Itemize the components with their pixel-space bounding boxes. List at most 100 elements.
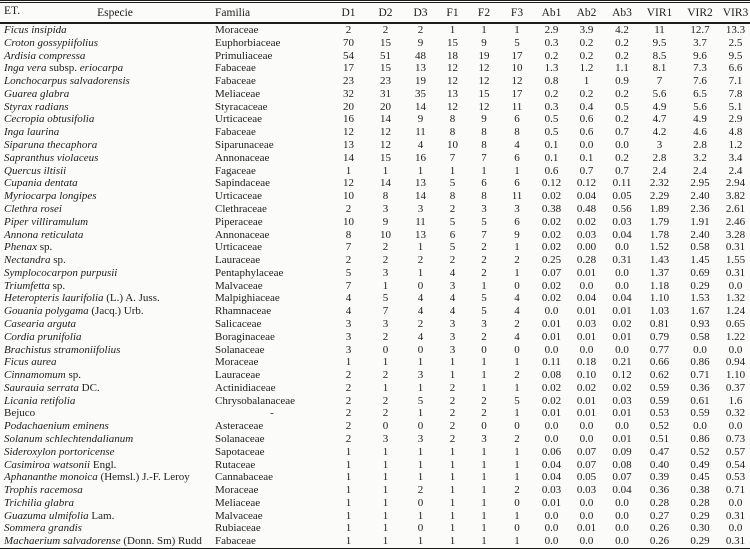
value-cell: 1.2 — [579, 62, 594, 75]
table-row: Bejuco - 2 2 1 2 2 1 0.01 0.01 0.01 0.53 0.59 0.32 — [0, 407, 750, 420]
value-cell: 51 — [380, 49, 391, 62]
column-header-ab1: Ab1 — [534, 1, 569, 24]
value-cell: 0.5 — [544, 113, 559, 126]
value-cell: 0.69 — [690, 266, 710, 279]
value-cell: 1 — [417, 356, 424, 369]
especie-cell: Trichilia glabra — [4, 496, 74, 509]
value-cell: 2.9 — [544, 24, 559, 36]
value-cell: 0.02 — [576, 381, 597, 394]
value-cell: 4 — [514, 330, 520, 343]
value-cell: 2 — [481, 330, 487, 343]
table-row: Piper villiramulum Piperaceae 10 9 11 5 5 6 0.02… — [0, 216, 750, 229]
value-cell: 1 — [382, 509, 389, 522]
value-cell: 0.38 — [690, 484, 710, 497]
value-cell: 14 — [343, 151, 354, 164]
table-row: Podachaenium eminens Asteraceae 2 0 0 2 0 0 0.0 0… — [0, 420, 750, 433]
familia-cell: Urticaceae — [215, 241, 263, 254]
value-cell: 8 — [449, 126, 456, 139]
value-cell: 0.31 — [725, 535, 746, 548]
value-cell: 10 — [380, 228, 391, 241]
value-cell: 1 — [382, 445, 389, 458]
value-cell: 5.6 — [652, 87, 667, 100]
value-cell: 23 — [380, 75, 391, 88]
value-cell: 1 — [449, 496, 456, 509]
value-cell: 10 — [511, 62, 523, 75]
value-cell: 4 — [514, 139, 520, 152]
value-cell: 4.2 — [652, 126, 667, 139]
value-cell: 3 — [345, 343, 352, 356]
value-cell: 5.1 — [728, 100, 743, 113]
value-cell: 0.0 — [693, 343, 707, 356]
value-cell: 12 — [511, 75, 523, 88]
familia-cell: Styracaceae — [215, 100, 268, 113]
value-cell: 0.03 — [612, 394, 632, 407]
value-cell: 0.29 — [690, 279, 710, 292]
value-cell: 0.30 — [690, 522, 710, 535]
table-row: Annona reticulata Annonaceae 8 10 13 6 7 9 0.02 0… — [0, 229, 750, 242]
value-cell: 0.0 — [544, 522, 559, 535]
value-cell: 11 — [654, 24, 665, 36]
value-cell: 0.03 — [612, 215, 632, 228]
value-cell: 5 — [481, 215, 487, 228]
value-cell: 0.0 — [579, 139, 594, 152]
value-cell: 0 — [514, 420, 520, 433]
value-cell: 1 — [417, 407, 424, 420]
especie-cell: Styrax radians — [4, 100, 69, 113]
value-cell: 0.39 — [649, 471, 670, 484]
value-cell: 2 — [449, 420, 456, 433]
value-cell: 0.01 — [576, 394, 597, 407]
value-cell: 2 — [345, 381, 352, 394]
value-cell: 2 — [481, 254, 487, 267]
value-cell: 0.2 — [544, 87, 559, 100]
value-cell: 17 — [343, 62, 354, 75]
value-cell: 1 — [583, 75, 590, 88]
value-cell: 0.59 — [690, 407, 710, 420]
especie-cell: Guazuma ulmifolia Lam. — [4, 509, 115, 522]
value-cell: 2.8 — [693, 139, 707, 152]
value-cell: 1 — [514, 535, 520, 548]
value-cell: 12.7 — [690, 24, 710, 36]
value-cell: 19 — [415, 75, 426, 88]
value-cell: 0 — [382, 343, 389, 356]
value-cell: 1.03 — [649, 305, 670, 318]
especie-cell: Casearia arguta — [4, 317, 77, 330]
value-cell: 0.05 — [576, 471, 597, 484]
value-cell: 0.62 — [649, 369, 670, 382]
especie-cell: Sapranthus violaceus — [4, 151, 99, 164]
value-cell: 0.01 — [541, 407, 562, 420]
value-cell: 3 — [481, 317, 487, 330]
value-cell: 8.5 — [652, 49, 667, 62]
value-cell: 3.82 — [725, 190, 746, 203]
value-cell: 1 — [514, 241, 520, 254]
value-cell: 2.4 — [652, 164, 667, 177]
value-cell: 1.24 — [725, 305, 746, 318]
value-cell: 13 — [447, 87, 458, 100]
value-cell: 0.0 — [579, 535, 594, 548]
table-row: Cordia prunifolia Boraginaceae 3 2 4 3 2 4 0.01 0… — [0, 331, 750, 344]
value-cell: 1.3 — [544, 62, 559, 75]
especie-cell: Symplococarpon purpusii — [4, 266, 118, 279]
value-cell: 0.11 — [612, 177, 632, 190]
value-cell: 0.04 — [541, 458, 562, 471]
table-row: Casearia arguta Salicaceae 3 3 2 3 3 2 0.01 0.03 0… — [0, 318, 750, 331]
column-header-vir1: VIR1 — [640, 1, 679, 24]
value-cell: 0.2 — [615, 151, 629, 164]
value-cell: 1 — [382, 471, 389, 484]
value-cell: 0.10 — [576, 369, 597, 382]
value-cell: 2 — [481, 394, 487, 407]
familia-cell: Clethraceae — [215, 202, 267, 215]
value-cell: 0.32 — [725, 407, 746, 420]
column-header-d3: D3 — [404, 1, 437, 24]
value-cell: 2 — [449, 254, 456, 267]
value-cell: 0.01 — [612, 330, 632, 343]
value-cell: 11 — [511, 100, 523, 113]
value-cell: 14 — [415, 100, 426, 113]
especie-cell: Triumfetta sp. — [4, 279, 66, 292]
value-cell: 32 — [343, 87, 354, 100]
value-cell: 3 — [382, 266, 389, 279]
value-cell: 2.40 — [690, 190, 710, 203]
value-cell: 3.4 — [728, 151, 743, 164]
value-cell: 1 — [481, 484, 487, 497]
value-cell: 13 — [415, 177, 426, 190]
value-cell: 0.29 — [690, 509, 710, 522]
